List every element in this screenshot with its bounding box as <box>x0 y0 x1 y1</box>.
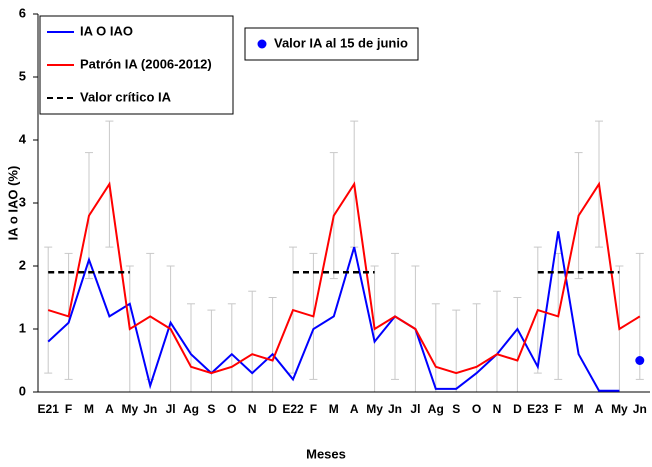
x-tick-label: Ag <box>428 402 444 416</box>
x-tick-label: Jn <box>633 402 647 416</box>
legend-label: IA O IAO <box>80 23 133 38</box>
x-tick-label: Jl <box>166 402 176 416</box>
x-tick-label: F <box>65 402 72 416</box>
error-bar <box>248 290 257 393</box>
x-tick-label: S <box>452 402 460 416</box>
y-tick-label: 5 <box>19 68 26 83</box>
x-tick-label: A <box>350 402 359 416</box>
error-bar <box>207 309 216 393</box>
x-tick-label: F <box>555 402 562 416</box>
x-tick-label: M <box>84 402 94 416</box>
y-axis-label: IA o IAO (%) <box>5 166 20 241</box>
x-tick-label: D <box>268 402 277 416</box>
x-tick-label: My <box>611 402 628 416</box>
legend-box <box>244 27 419 61</box>
x-tick-label: E23 <box>527 402 549 416</box>
x-tick-label: S <box>207 402 215 416</box>
x-tick-label: M <box>574 402 584 416</box>
x-tick-label: E22 <box>282 402 304 416</box>
marker <box>635 356 645 365</box>
x-tick-label: D <box>513 402 522 416</box>
x-tick-label: O <box>472 402 481 416</box>
error-bar <box>227 303 236 393</box>
x-tick-label: N <box>248 402 257 416</box>
x-tick-label: Ag <box>183 402 199 416</box>
error-bar <box>513 297 522 393</box>
x-tick-label: O <box>227 402 236 416</box>
y-tick-label: 3 <box>19 194 26 209</box>
error-bar <box>452 309 461 393</box>
x-tick-label: E21 <box>38 402 60 416</box>
error-bar <box>472 303 481 393</box>
x-tick-label: A <box>105 402 114 416</box>
x-tick-label: M <box>329 402 339 416</box>
legend-label: Valor IA al 15 de junio <box>274 35 408 50</box>
x-tick-label: My <box>366 402 383 416</box>
y-tick-label: 6 <box>19 5 26 20</box>
x-tick-label: Jn <box>143 402 157 416</box>
legend-marker <box>257 39 267 49</box>
x-tick-label: My <box>121 402 138 416</box>
x-tick-label: Jn <box>388 402 402 416</box>
x-tick-label: N <box>493 402 502 416</box>
error-bar <box>493 290 501 393</box>
x-tick-label: Jl <box>410 402 420 416</box>
y-tick-label: 0 <box>19 383 26 398</box>
x-tick-label: A <box>595 402 604 416</box>
y-tick-label: 4 <box>19 131 27 146</box>
error-bar <box>268 297 277 393</box>
legend-label: Patrón IA (2006-2012) <box>80 56 212 71</box>
error-bar <box>187 303 195 393</box>
series-line <box>47 181 641 375</box>
y-tick-label: 1 <box>19 320 26 335</box>
y-tick-label: 2 <box>19 257 26 272</box>
legend-label: Valor crítico IA <box>80 89 172 104</box>
x-tick-label: F <box>310 402 317 416</box>
x-axis-label: Meses <box>306 446 346 461</box>
